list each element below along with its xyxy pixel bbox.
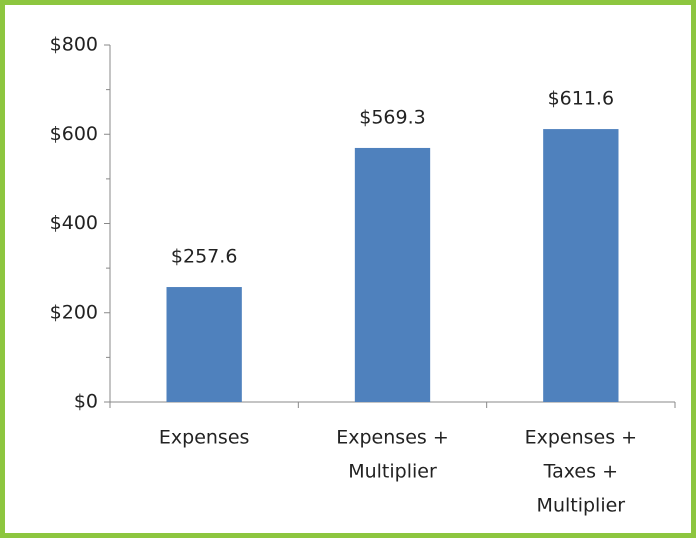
x-tick-label: Multiplier	[348, 461, 437, 483]
x-tick-label: Expenses +	[525, 427, 638, 449]
y-tick-label: $0	[74, 391, 98, 413]
x-tick-label: Taxes +	[543, 461, 618, 483]
x-tick-label: Expenses +	[336, 427, 449, 449]
bar	[543, 129, 619, 403]
x-tick-label: Expenses	[159, 427, 250, 449]
y-tick-label: $400	[50, 212, 98, 234]
bar	[354, 147, 431, 402]
data-label: $569.3	[359, 106, 425, 128]
y-tick-label: $800	[50, 34, 98, 56]
x-tick-label: Multiplier	[537, 495, 626, 517]
y-tick-label: $600	[50, 123, 98, 145]
data-label: $257.6	[171, 246, 237, 268]
y-tick-label: $200	[50, 301, 98, 323]
bar	[166, 287, 242, 402]
data-label: $611.6	[548, 88, 614, 110]
